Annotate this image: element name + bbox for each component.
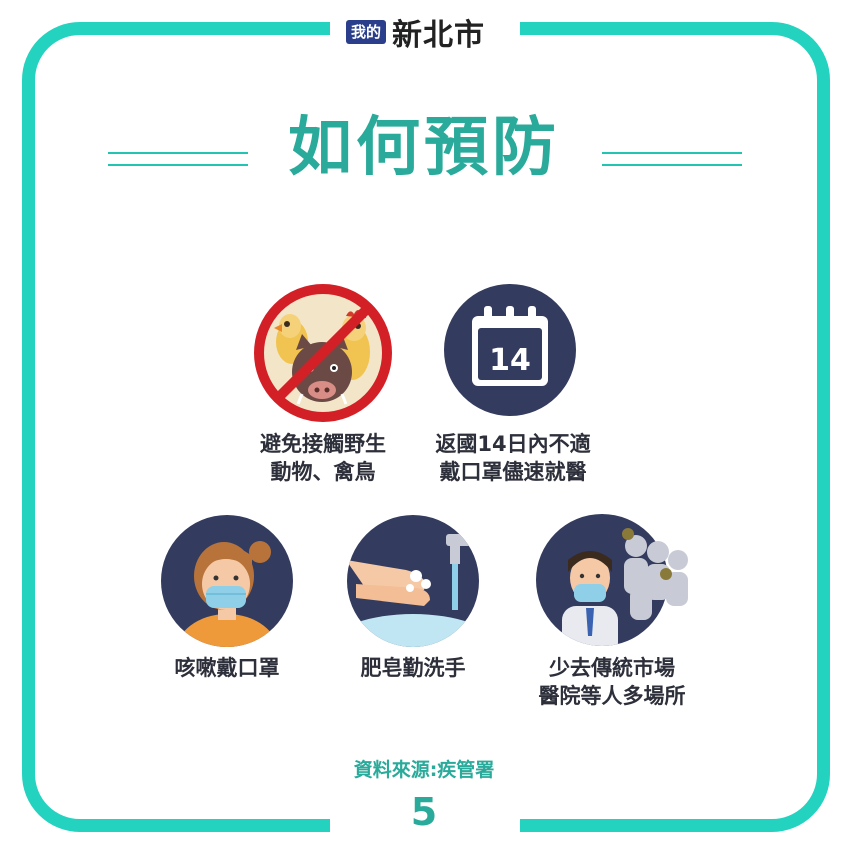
- avoid-crowds-icon: [536, 514, 688, 646]
- calendar-day-label: 14: [489, 343, 531, 378]
- brand-logo: 我的 新北市: [346, 14, 485, 53]
- teal-frame: [22, 22, 830, 832]
- handwashing-icon: [347, 515, 479, 647]
- source-credit: 資料來源:疾管署: [353, 759, 495, 781]
- page-title: 如何預防: [288, 111, 560, 185]
- frame-gap-bottom: [330, 812, 520, 848]
- brand-name: 新北市: [392, 18, 486, 53]
- title-deco-line: [108, 164, 248, 166]
- masked-person-icon: [161, 515, 293, 647]
- title-deco-line: [602, 152, 742, 154]
- item-caption: 返國14日內不適 戴口罩儘速就醫: [435, 432, 591, 484]
- title-deco-line: [602, 164, 742, 166]
- item-caption: 少去傳統市場 醫院等人多場所: [538, 656, 686, 708]
- title-deco-line: [108, 152, 248, 154]
- item-caption: 咳嗽戴口罩: [174, 656, 280, 680]
- item-caption: 避免接觸野生 動物、禽鳥: [260, 432, 386, 484]
- calendar-14-icon: 14: [444, 284, 576, 416]
- no-wild-animals-icon: [254, 284, 392, 422]
- item-caption: 肥皂勤洗手: [360, 656, 466, 680]
- brand-badge: 我的: [346, 20, 387, 44]
- page-number: 5: [410, 790, 438, 834]
